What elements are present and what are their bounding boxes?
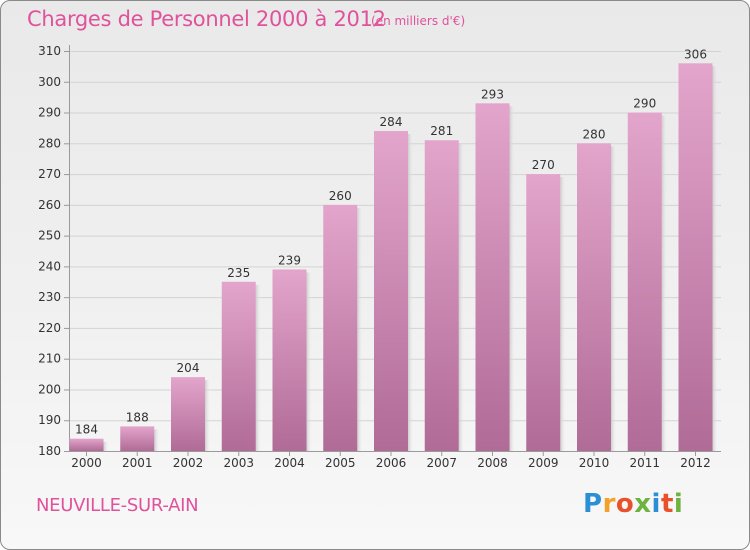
bar-shadow — [712, 66, 718, 452]
y-tick-label: 260 — [38, 198, 61, 212]
logo-letter: t — [660, 489, 674, 519]
bar-2008 — [475, 103, 510, 452]
value-labels: 184 188 204 235 239 260 284 281 293 270 280 290 306 — [75, 47, 707, 436]
value-label: 284 — [380, 115, 403, 129]
y-tick-label: 220 — [38, 321, 61, 335]
value-label: 290 — [633, 97, 656, 111]
x-tick-label: 2003 — [223, 456, 254, 470]
x-tick-label: 2000 — [71, 456, 102, 470]
value-label: 260 — [329, 189, 352, 203]
x-tick-label: 2010 — [579, 456, 610, 470]
value-label: 270 — [532, 158, 555, 172]
y-tick-label: 250 — [38, 229, 61, 243]
bar-2009 — [526, 174, 561, 452]
y-axis-ticks: 180 190 200 210 220 230 240 250 260 270 280 290 300 3… — [38, 44, 70, 458]
bar-2007 — [424, 140, 459, 451]
y-tick-label: 210 — [38, 352, 61, 366]
value-label: 280 — [583, 127, 606, 141]
y-tick-label: 190 — [38, 413, 61, 427]
bar-2006 — [374, 131, 408, 451]
logo-letter: i — [673, 489, 684, 519]
bar-shadow — [357, 207, 363, 451]
value-label: 239 — [278, 253, 301, 267]
bar-2001 — [120, 426, 155, 451]
x-axis-ticks: 2000 2001 2002 2003 2004 2005 2006 2007 2008 2009… — [69, 451, 721, 470]
y-tick-label: 300 — [38, 75, 61, 89]
bars — [69, 63, 718, 452]
chart-subtitle: (en milliers d'€) — [371, 14, 466, 28]
bar-2011 — [627, 112, 662, 452]
x-tick-label: 2011 — [629, 456, 660, 470]
value-label: 204 — [177, 361, 200, 375]
x-tick-label: 2012 — [680, 456, 711, 470]
bar-2004 — [272, 269, 307, 451]
y-tick-label: 280 — [38, 136, 61, 150]
bar-shadow — [154, 429, 160, 451]
value-label: 188 — [126, 410, 149, 424]
logo-letter: x — [634, 489, 652, 519]
y-tick-label: 180 — [38, 444, 61, 458]
bar-shadow — [661, 115, 667, 452]
bar-shadow — [408, 134, 413, 451]
bar-shadow — [255, 284, 261, 451]
bar-shadow — [509, 106, 515, 452]
x-tick-label: 2005 — [325, 456, 356, 470]
bar-2010 — [577, 143, 611, 452]
bar-2005 — [323, 204, 358, 451]
chart-title: Charges de Personnel 2000 à 2012 — [27, 7, 386, 31]
x-tick-label: 2004 — [274, 456, 305, 470]
y-tick-label: 270 — [38, 167, 61, 181]
bar-2000 — [69, 438, 104, 451]
value-label: 184 — [75, 423, 98, 437]
bar-shadow — [560, 177, 566, 452]
bar-shadow — [306, 272, 312, 451]
value-label: 293 — [481, 87, 504, 101]
x-tick-label: 2006 — [376, 456, 407, 470]
logo-letter: o — [615, 489, 635, 519]
bar-2003 — [221, 281, 256, 451]
bar-2012 — [678, 63, 713, 452]
value-label: 306 — [684, 47, 707, 61]
value-label: 235 — [227, 266, 250, 280]
y-tick-label: 240 — [38, 259, 61, 273]
logo-letter: P — [583, 489, 603, 519]
commune-name: NEUVILLE-SUR-AIN — [36, 495, 199, 516]
value-label: 281 — [430, 124, 453, 138]
y-tick-label: 290 — [38, 106, 61, 120]
y-tick-label: 310 — [38, 44, 61, 58]
bar-shadow — [458, 143, 464, 451]
logo-letter: r — [602, 489, 616, 519]
y-tick-label: 230 — [38, 290, 61, 304]
logo-letter: i — [651, 489, 661, 519]
bar-shadow — [611, 146, 616, 452]
x-tick-label: 2002 — [173, 456, 204, 470]
bar-shadow — [205, 380, 210, 451]
x-tick-label: 2009 — [528, 456, 559, 470]
x-tick-label: 2001 — [122, 456, 153, 470]
bar-2002 — [171, 377, 205, 451]
y-tick-label: 200 — [38, 382, 61, 396]
proxiti-logo: Proxiti — [583, 489, 683, 519]
bar-shadow — [103, 441, 109, 451]
x-tick-label: 2008 — [477, 456, 508, 470]
x-tick-label: 2007 — [426, 456, 457, 470]
